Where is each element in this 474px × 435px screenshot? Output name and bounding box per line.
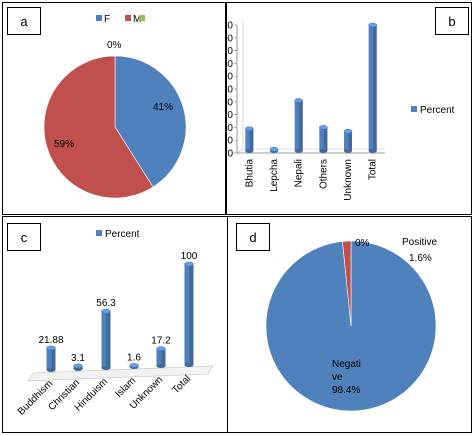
panel-b-letter: b	[435, 7, 469, 35]
legend-label-percent: Percent	[420, 105, 455, 116]
label-positive-name: Positive	[402, 237, 437, 248]
panel-d-pie-chart: 0% Positive 1.6% Negati ve 98.4%	[265, 237, 437, 412]
y-tick-label: 10	[226, 136, 233, 147]
panel-a-pie-chart: F M 41% 59% 0%	[43, 14, 187, 199]
panel-a: a F M 41% 59% 0%	[2, 2, 226, 215]
x-tick-label-total: Total	[368, 159, 379, 180]
bar-unknown	[343, 128, 353, 153]
data-label-m: 59%	[54, 139, 74, 150]
data-label-hinduism: 56.3	[96, 298, 116, 309]
y-tick-label: 20	[226, 123, 233, 134]
bar-total	[184, 261, 194, 367]
x-tick-label-unknown: Unknown	[343, 159, 354, 201]
data-label-christian: 3.1	[71, 353, 85, 364]
pie-slice-m	[43, 55, 154, 199]
x-tick-label-buddhism: Buddhism	[16, 378, 55, 417]
data-label-buddhism: 21.88	[38, 335, 63, 346]
x-tick-label-others: Others	[318, 159, 329, 189]
chart-floor	[27, 365, 214, 382]
panel-d-letter: d	[236, 223, 270, 251]
y-tick-label: 30	[226, 110, 233, 121]
data-label-f: 41%	[153, 102, 173, 113]
bar-islam	[129, 363, 139, 369]
bar-nepali	[294, 98, 303, 153]
bar-total	[368, 22, 377, 153]
x-tick-label-bhutia: Bhutia	[244, 159, 255, 188]
y-tick-label: 0	[227, 149, 233, 160]
data-label-zero: 0%	[355, 238, 370, 249]
bar-unknown	[156, 346, 166, 368]
pie-slice-positive	[342, 240, 352, 327]
x-tick-label-nepali: Nepali	[294, 159, 305, 187]
data-label-total: 100	[181, 251, 198, 262]
y-tick-label: 100	[226, 21, 233, 32]
legend-swatch-percent	[96, 230, 102, 236]
panel-c-bar-chart: Percent21.88Buddhism3.1Christian56.3Hind…	[16, 229, 214, 418]
y-tick-label: 90	[226, 33, 233, 44]
bar-bhutia	[245, 126, 254, 153]
bar-buddhism	[46, 345, 56, 372]
y-tick-label: 50	[226, 85, 233, 96]
data-label-islam: 1.6	[127, 352, 141, 363]
legend-swatch-f	[96, 15, 102, 21]
legend-label-f: F	[104, 14, 110, 25]
panel-a-letter: a	[7, 7, 41, 35]
y-tick-label: 70	[226, 59, 233, 70]
bar-christian	[73, 363, 83, 371]
y-tick-label: 40	[226, 97, 233, 108]
legend-label-m: M	[133, 14, 141, 25]
label-negative-name-line2: ve	[332, 372, 343, 383]
bar-hinduism	[101, 308, 111, 370]
legend-label-percent: Percent	[105, 229, 140, 240]
legend-swatch-blank	[139, 15, 145, 21]
data-label-zero: 0%	[107, 40, 122, 51]
y-tick-label: 80	[226, 46, 233, 57]
y-tick-label: 60	[226, 72, 233, 83]
legend-swatch-m	[125, 15, 131, 21]
label-negative-value: 98.4%	[332, 385, 360, 396]
panel-c-letter: c	[7, 223, 41, 251]
x-tick-label-total: Total	[170, 373, 193, 396]
bar-others	[319, 125, 328, 153]
panel-c: c Percent 21.88 Buddhism 3.1 Christian 56.3 Hi…	[2, 216, 228, 433]
data-label-unknown: 17.2	[151, 336, 171, 347]
x-tick-label-lepcha: Lepcha	[269, 159, 280, 192]
panel-d: d 0% Positive 1.6% Negati ve 98.4%	[227, 216, 472, 433]
pie-slice-f	[114, 55, 187, 188]
label-negative-name-line1: Negati	[332, 359, 361, 370]
label-positive-value: 1.6%	[409, 253, 432, 264]
bar-lepcha	[269, 146, 279, 153]
legend-swatch-percent	[411, 106, 417, 112]
